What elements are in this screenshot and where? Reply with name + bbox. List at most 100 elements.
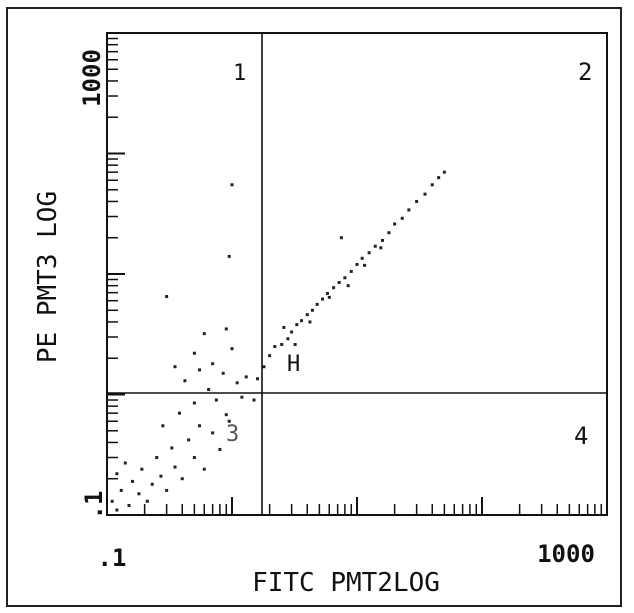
- scatter-point: [218, 447, 222, 451]
- scatter-point: [235, 381, 239, 385]
- scatter-points: [110, 170, 446, 512]
- scatter-point: [173, 465, 177, 469]
- scatter-point: [192, 401, 196, 405]
- scatter-point: [315, 302, 319, 306]
- scatter-point: [115, 472, 119, 476]
- scatter-point: [224, 413, 228, 417]
- scatter-point: [161, 424, 165, 428]
- scatter-point: [373, 244, 377, 248]
- y-axis-ticks: [107, 37, 125, 516]
- scatter-point: [198, 368, 202, 372]
- scatter-point: [244, 375, 248, 379]
- scatter-point: [381, 238, 385, 242]
- scatter-point: [363, 263, 367, 267]
- x-tick-label-min: .1: [98, 544, 127, 572]
- scatter-point: [165, 488, 169, 492]
- scatter-point: [339, 236, 343, 240]
- scatter-point: [137, 492, 141, 496]
- scatter-point: [310, 308, 314, 312]
- scatter-point: [150, 482, 154, 486]
- scatter-point: [387, 231, 391, 235]
- scatter-point: [170, 446, 174, 450]
- scatter-point: [282, 325, 286, 329]
- scatter-point: [224, 327, 228, 331]
- quadrant-label-2: 2: [578, 58, 592, 86]
- scatter-point: [159, 474, 163, 478]
- scatter-point: [268, 354, 272, 358]
- y-tick-label-max: 1000: [78, 49, 106, 107]
- scatter-point: [305, 313, 309, 317]
- scatter-point: [173, 365, 177, 369]
- scatter-point: [227, 419, 231, 423]
- scatter-point: [240, 395, 244, 399]
- scatter-point: [349, 269, 353, 273]
- scatter-point: [119, 488, 123, 492]
- quadrant-label-3: 3: [226, 422, 239, 447]
- scatter-point: [360, 256, 364, 260]
- scatter-point: [327, 295, 331, 299]
- scatter-point: [355, 262, 359, 266]
- scatter-point: [211, 431, 215, 435]
- scatter-point: [295, 323, 299, 327]
- scatter-point: [145, 499, 149, 503]
- scatter-point: [131, 479, 135, 483]
- x-axis-title: FITC PMT2LOG: [252, 568, 440, 598]
- scatter-point: [379, 246, 383, 250]
- scatter-point: [183, 379, 187, 383]
- scatter-point: [290, 330, 294, 334]
- quadrant-label-4: 4: [574, 422, 588, 450]
- scatter-point: [177, 411, 181, 415]
- scatter-point: [192, 456, 196, 460]
- scatter-point: [286, 337, 290, 341]
- plot-area-border: [106, 32, 608, 516]
- annotation-h: H: [287, 352, 300, 377]
- scatter-point: [187, 438, 191, 442]
- scatter-point: [202, 467, 206, 471]
- scatter-point: [423, 192, 427, 196]
- scatter-point: [180, 477, 184, 481]
- scatter-point: [214, 398, 218, 402]
- scatter-point: [407, 208, 411, 212]
- scatter-point: [293, 342, 297, 346]
- scatter-point: [400, 216, 404, 220]
- outer-frame: [6, 7, 622, 607]
- scatter-point: [221, 371, 225, 375]
- quadrant-label-1: 1: [233, 61, 246, 86]
- scatter-point: [337, 281, 341, 285]
- scatter-point: [165, 295, 169, 299]
- scatter-point: [230, 183, 234, 187]
- scatter-point: [202, 332, 206, 336]
- scatter-point: [207, 388, 211, 392]
- scatter-point: [442, 170, 446, 174]
- x-tick-label-max: 1000: [537, 540, 595, 568]
- scatter-point: [325, 291, 329, 295]
- scatter-point: [230, 347, 234, 351]
- scatter-point: [211, 362, 215, 366]
- scatter-point: [256, 377, 260, 381]
- scatter-point: [115, 508, 119, 512]
- scatter-point: [127, 503, 131, 507]
- scatter-point: [280, 342, 284, 346]
- scatter-point: [110, 499, 114, 503]
- scatter-point: [140, 467, 144, 471]
- scatter-point: [300, 319, 304, 323]
- scatter-point: [346, 284, 350, 288]
- scatter-point: [332, 286, 336, 290]
- scatter-point: [415, 199, 419, 203]
- y-tick-label-min: .1: [80, 491, 108, 520]
- scatter-point: [430, 183, 434, 187]
- scatter-point: [308, 320, 312, 324]
- scatter-point: [273, 345, 277, 349]
- scatter-point: [367, 251, 371, 255]
- scatter-point: [227, 254, 231, 258]
- scatter-point: [198, 424, 202, 428]
- scatter-point: [123, 461, 127, 465]
- scatter-point: [343, 276, 347, 280]
- scatter-point: [252, 398, 256, 402]
- scatter-point: [262, 365, 266, 369]
- scatter-point: [155, 456, 159, 460]
- scatter-point: [321, 297, 325, 301]
- scatter-point: [393, 222, 397, 226]
